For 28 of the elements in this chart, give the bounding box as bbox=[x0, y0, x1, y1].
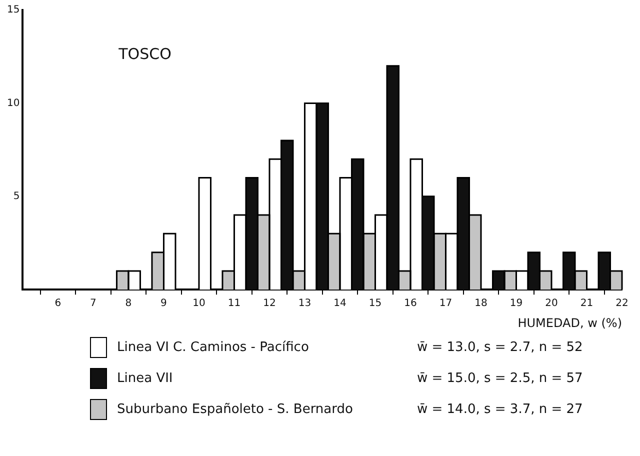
x-tick-label: 19 bbox=[510, 298, 523, 310]
x-axis-title: HUMEDAD, w (%) bbox=[518, 316, 622, 330]
x-tick-label: 11 bbox=[228, 298, 241, 310]
x-tick-label: 17 bbox=[439, 298, 452, 310]
x-tick-label: 16 bbox=[404, 298, 417, 310]
legend-label: Suburbano Españoleto - S. Bernardo bbox=[117, 402, 354, 417]
x-tick-label: 21 bbox=[580, 298, 594, 310]
x-tick-label: 6 bbox=[54, 298, 62, 310]
text: w̄ = 15.0, s = 2.5, n = 57 bbox=[417, 371, 583, 386]
x-tick-label: 13 bbox=[298, 298, 312, 310]
x-tick-label: 7 bbox=[90, 298, 96, 310]
x-tick-label: 12 bbox=[263, 298, 276, 310]
text: w̄ = 14.0, s = 3.7, n = 27 bbox=[417, 402, 583, 417]
legend-label: Linea VII bbox=[117, 371, 174, 386]
y-tick-label: 15 bbox=[6, 4, 20, 16]
legend-label: Linea VI C. Caminos - Pacífico bbox=[117, 340, 310, 355]
x-tick-label: 9 bbox=[160, 298, 167, 310]
x-tick-label: 20 bbox=[545, 298, 558, 310]
x-tick-label: 10 bbox=[192, 298, 206, 310]
x-tick-label: 22 bbox=[616, 298, 628, 310]
x-tick-label: 8 bbox=[125, 298, 132, 310]
text: w̄ = 13.0, s = 2.7, n = 52 bbox=[417, 340, 583, 355]
x-tick-label: 15 bbox=[368, 298, 382, 310]
x-tick-label: 18 bbox=[474, 298, 488, 310]
y-tick-label: 5 bbox=[13, 190, 20, 202]
text: TOSCO bbox=[118, 44, 172, 63]
x-tick-label: 14 bbox=[334, 298, 346, 310]
y-tick-label: 10 bbox=[6, 98, 20, 109]
